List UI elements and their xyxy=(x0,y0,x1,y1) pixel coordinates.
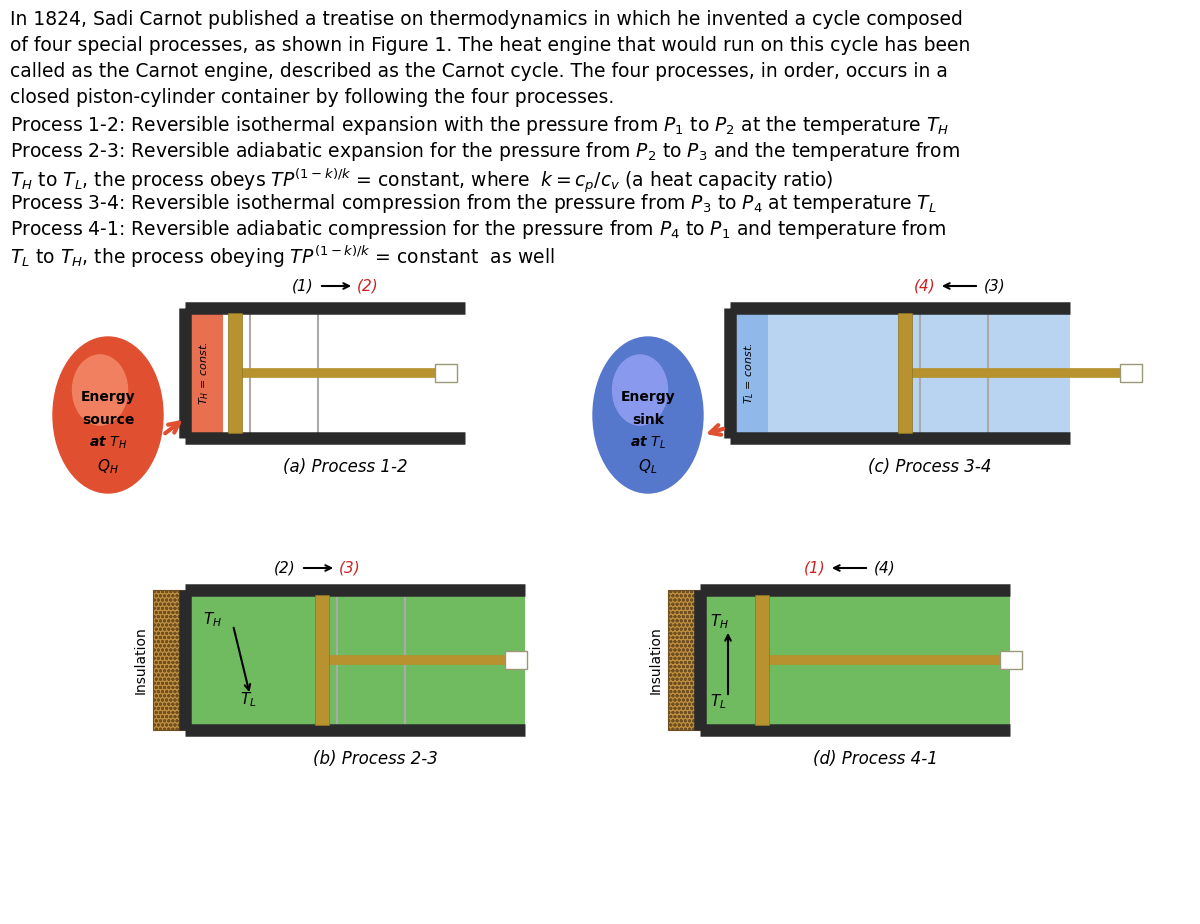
Bar xyxy=(755,595,769,725)
Bar xyxy=(1000,651,1022,669)
Text: (b) Process 2-3: (b) Process 2-3 xyxy=(312,750,438,768)
Text: Insulation: Insulation xyxy=(134,626,148,694)
Text: (1): (1) xyxy=(293,278,314,294)
Text: $T_L$: $T_L$ xyxy=(710,693,726,711)
Text: at $T_H$: at $T_H$ xyxy=(89,435,127,451)
Bar xyxy=(228,313,242,433)
Bar xyxy=(314,595,329,725)
Bar xyxy=(668,590,700,730)
Bar xyxy=(730,308,1070,438)
Text: at $T_L$: at $T_L$ xyxy=(630,435,666,451)
Text: $T_H$: $T_H$ xyxy=(203,611,222,629)
Text: $Q_H$: $Q_H$ xyxy=(97,457,119,477)
Text: sink: sink xyxy=(632,413,664,427)
Text: (2): (2) xyxy=(358,278,379,294)
Bar xyxy=(185,590,526,730)
Text: (1): (1) xyxy=(804,561,826,576)
Text: Energy: Energy xyxy=(80,390,136,404)
Text: of four special processes, as shown in Figure 1. The heat engine that would run : of four special processes, as shown in F… xyxy=(10,36,971,55)
Text: (2): (2) xyxy=(275,561,296,576)
Text: called as the Carnot engine, described as the Carnot cycle. The four processes, : called as the Carnot engine, described a… xyxy=(10,62,948,81)
Bar xyxy=(154,590,185,730)
Text: $T_H$ = const.: $T_H$ = const. xyxy=(197,341,211,405)
Bar xyxy=(436,364,457,382)
Text: Process 1-2: Reversible isothermal expansion with the pressure from $P_1$ to $P_: Process 1-2: Reversible isothermal expan… xyxy=(10,114,949,137)
Text: Process 2-3: Reversible adiabatic expansion for the pressure from $P_2$ to $P_3$: Process 2-3: Reversible adiabatic expans… xyxy=(10,140,960,163)
Bar xyxy=(668,590,700,730)
Bar xyxy=(700,590,1010,730)
Text: source: source xyxy=(82,413,134,427)
Ellipse shape xyxy=(612,355,667,425)
Text: (a) Process 1-2: (a) Process 1-2 xyxy=(283,458,407,476)
Bar xyxy=(185,308,466,438)
Text: $T_L$ to $T_H$, the process obeying $TP^{(1-k)/k}$ = constant  as well: $T_L$ to $T_H$, the process obeying $TP^… xyxy=(10,244,554,270)
Bar xyxy=(185,308,223,438)
Text: Insulation: Insulation xyxy=(649,626,662,694)
Text: Process 3-4: Reversible isothermal compression from the pressure from $P_3$ to $: Process 3-4: Reversible isothermal compr… xyxy=(10,192,937,215)
Text: $Q_L$: $Q_L$ xyxy=(638,457,658,477)
Bar xyxy=(1120,364,1142,382)
Text: $T_H$: $T_H$ xyxy=(710,613,730,631)
Text: (3): (3) xyxy=(984,278,1006,294)
Text: $T_L$ = const.: $T_L$ = const. xyxy=(742,342,756,404)
Bar xyxy=(898,313,912,433)
Text: (4): (4) xyxy=(914,278,936,294)
Text: (d) Process 4-1: (d) Process 4-1 xyxy=(812,750,937,768)
Text: In 1824, Sadi Carnot published a treatise on thermodynamics in which he invented: In 1824, Sadi Carnot published a treatis… xyxy=(10,10,962,29)
Text: (4): (4) xyxy=(874,561,895,576)
Text: Process 4-1: Reversible adiabatic compression for the pressure from $P_4$ to $P_: Process 4-1: Reversible adiabatic compre… xyxy=(10,218,946,241)
Ellipse shape xyxy=(593,337,703,493)
Bar xyxy=(505,651,527,669)
Text: $T_L$: $T_L$ xyxy=(240,690,257,710)
Text: (3): (3) xyxy=(340,561,361,576)
Text: Energy: Energy xyxy=(620,390,676,404)
Text: (c) Process 3-4: (c) Process 3-4 xyxy=(869,458,991,476)
Text: closed piston-cylinder container by following the four processes.: closed piston-cylinder container by foll… xyxy=(10,88,614,107)
Bar xyxy=(154,590,185,730)
Bar xyxy=(730,308,768,438)
Ellipse shape xyxy=(53,337,163,493)
Text: $T_H$ to $T_L$, the process obeys $TP^{(1-k)/k}$ = constant, where  $k = c_p/c_v: $T_H$ to $T_L$, the process obeys $TP^{(… xyxy=(10,166,834,195)
Ellipse shape xyxy=(72,355,127,425)
